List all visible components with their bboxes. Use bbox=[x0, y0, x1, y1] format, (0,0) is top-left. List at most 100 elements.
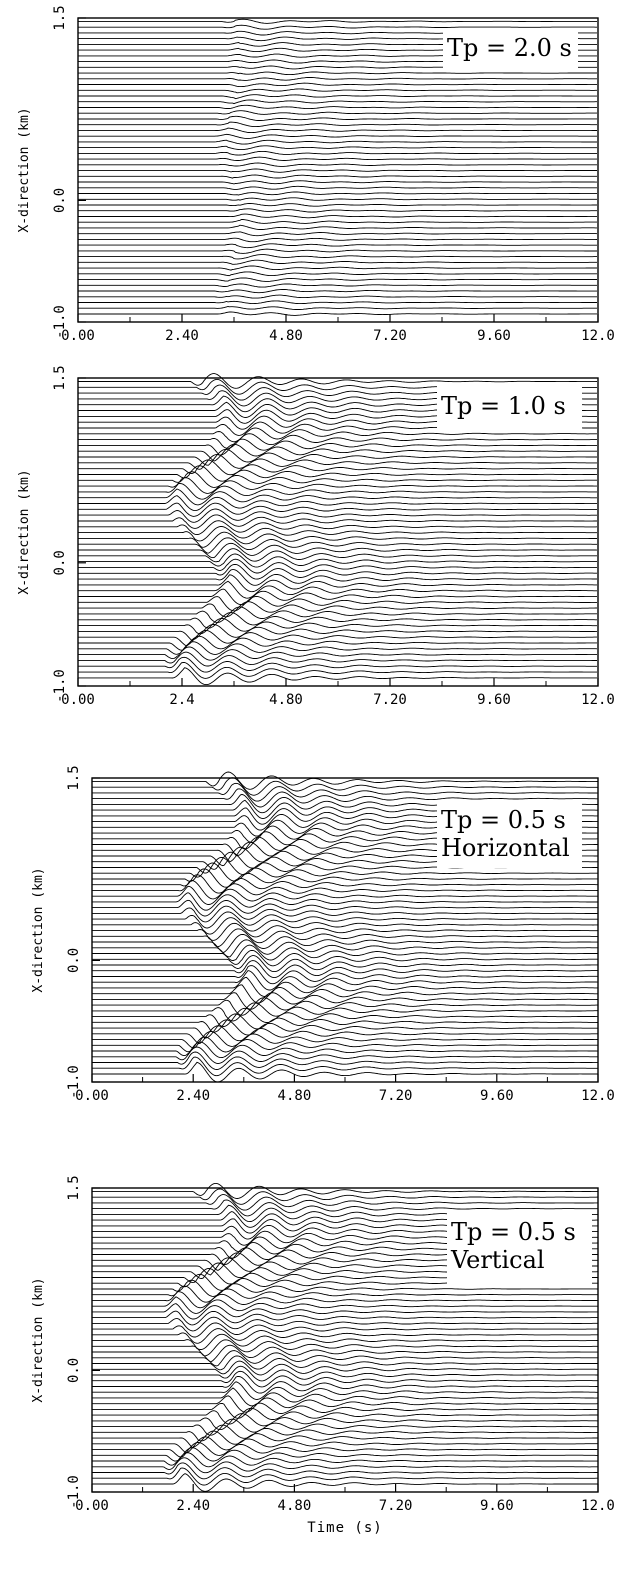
trace-31 bbox=[78, 191, 597, 196]
trace-18 bbox=[92, 1279, 598, 1297]
trace-38 bbox=[78, 588, 597, 606]
trace-23 bbox=[92, 899, 598, 917]
trace-46 bbox=[78, 635, 597, 651]
trace-25 bbox=[78, 156, 597, 161]
trace-10 bbox=[78, 427, 597, 443]
trace-26 bbox=[92, 917, 598, 935]
trace-18 bbox=[78, 471, 597, 488]
y-axis-label: X-direction (km) bbox=[17, 469, 32, 594]
trace-27 bbox=[78, 526, 597, 542]
y-axis-label: X-direction (km) bbox=[31, 1277, 46, 1402]
trace-46 bbox=[92, 1441, 598, 1458]
trace-14 bbox=[78, 94, 597, 100]
trace-28 bbox=[92, 1339, 598, 1357]
trace-16 bbox=[78, 459, 597, 476]
x-tick-label: 12.0 bbox=[581, 1498, 615, 1514]
trace-49 bbox=[92, 1046, 598, 1064]
x-tick-label: 2.40 bbox=[176, 1088, 210, 1104]
panel-1: 0.00 2.40 4.80 7.20 9.60 12.0 1.5 0.0 -1.0 X-dire… bbox=[17, 5, 615, 344]
y-tick-label: 1.5 bbox=[52, 365, 68, 390]
trace-45 bbox=[92, 1436, 598, 1454]
trace-37 bbox=[78, 224, 597, 230]
y-tick-label: -1.0 bbox=[66, 1475, 82, 1509]
trace-24 bbox=[92, 1316, 598, 1332]
trace-39 bbox=[78, 237, 598, 243]
x-tick-label: 7.20 bbox=[373, 692, 407, 708]
trace-48 bbox=[78, 646, 597, 661]
trace-38 bbox=[92, 1395, 598, 1413]
trace-25 bbox=[92, 1322, 598, 1338]
traces bbox=[92, 771, 598, 1083]
trace-31 bbox=[78, 548, 597, 563]
trace-16 bbox=[78, 104, 597, 110]
trace-30 bbox=[78, 185, 597, 190]
x-axis-label: Time (s) bbox=[307, 1520, 382, 1536]
trace-35 bbox=[78, 569, 597, 586]
trace-20 bbox=[92, 1291, 598, 1309]
trace-34 bbox=[78, 563, 597, 580]
trace-21 bbox=[78, 488, 597, 506]
trace-37 bbox=[78, 580, 597, 599]
x-tick-label: 9.60 bbox=[480, 1088, 514, 1104]
trace-35 bbox=[92, 965, 598, 985]
trace-41 bbox=[78, 248, 597, 254]
trace-48 bbox=[78, 289, 597, 294]
trace-29 bbox=[92, 1344, 598, 1363]
trace-36 bbox=[92, 1381, 598, 1400]
trace-42 bbox=[92, 1007, 598, 1027]
trace-41 bbox=[92, 1413, 598, 1431]
traces bbox=[78, 373, 598, 686]
trace-50 bbox=[78, 656, 597, 673]
trace-15 bbox=[78, 454, 597, 470]
trace-1 bbox=[78, 373, 598, 389]
annotation-background bbox=[437, 800, 582, 868]
trace-36 bbox=[92, 970, 598, 991]
trace-17 bbox=[92, 862, 598, 882]
trace-30 bbox=[92, 1350, 598, 1367]
trace-52 bbox=[92, 1473, 598, 1492]
trace-29 bbox=[92, 933, 598, 953]
trace-23 bbox=[78, 502, 597, 517]
annotation-background bbox=[437, 386, 582, 432]
x-tick-label: 9.60 bbox=[477, 328, 511, 344]
x-tick-label: 4.80 bbox=[278, 1498, 312, 1514]
trace-20 bbox=[92, 880, 598, 900]
trace-43 bbox=[78, 617, 597, 635]
trace-18 bbox=[92, 868, 598, 888]
trace-29 bbox=[78, 537, 597, 554]
y-tick-label: -1.0 bbox=[52, 669, 68, 703]
trace-47 bbox=[92, 1447, 598, 1462]
trace-14 bbox=[78, 448, 597, 466]
trace-1 bbox=[78, 18, 597, 24]
trace-26 bbox=[92, 1328, 598, 1344]
panel-2: 0.00 2.4 4.80 7.20 9.60 12.0 1.5 0.0 -1.0 X-direc… bbox=[17, 365, 615, 708]
trace-39 bbox=[92, 1402, 598, 1419]
trace-41 bbox=[92, 1002, 598, 1022]
annotation-text: Vertical bbox=[450, 1246, 545, 1274]
trace-50 bbox=[78, 300, 597, 305]
trace-51 bbox=[78, 662, 597, 679]
trace-38 bbox=[92, 984, 598, 1004]
y-axis-label: X-direction (km) bbox=[31, 867, 46, 992]
trace-39 bbox=[78, 596, 597, 612]
trace-26 bbox=[78, 162, 597, 167]
annotation-text: Tp = 0.5 s bbox=[441, 806, 566, 834]
trace-21 bbox=[92, 1296, 598, 1314]
annotation-text: Tp = 2.0 s bbox=[447, 34, 572, 62]
x-tick-label: 2.40 bbox=[176, 1498, 210, 1514]
trace-35 bbox=[78, 213, 597, 219]
y-tick-label: 0.0 bbox=[66, 948, 82, 973]
trace-12 bbox=[78, 82, 597, 88]
trace-40 bbox=[92, 1407, 598, 1425]
trace-17 bbox=[78, 110, 597, 115]
trace-45 bbox=[78, 630, 597, 647]
trace-34 bbox=[92, 1370, 598, 1388]
trace-37 bbox=[92, 976, 598, 997]
x-tick-label: 0.00 bbox=[61, 328, 95, 344]
trace-50 bbox=[92, 1051, 598, 1070]
trace-34 bbox=[78, 208, 597, 213]
trace-21 bbox=[78, 133, 597, 139]
trace-30 bbox=[78, 542, 598, 559]
x-tick-label: 7.20 bbox=[379, 1088, 413, 1104]
